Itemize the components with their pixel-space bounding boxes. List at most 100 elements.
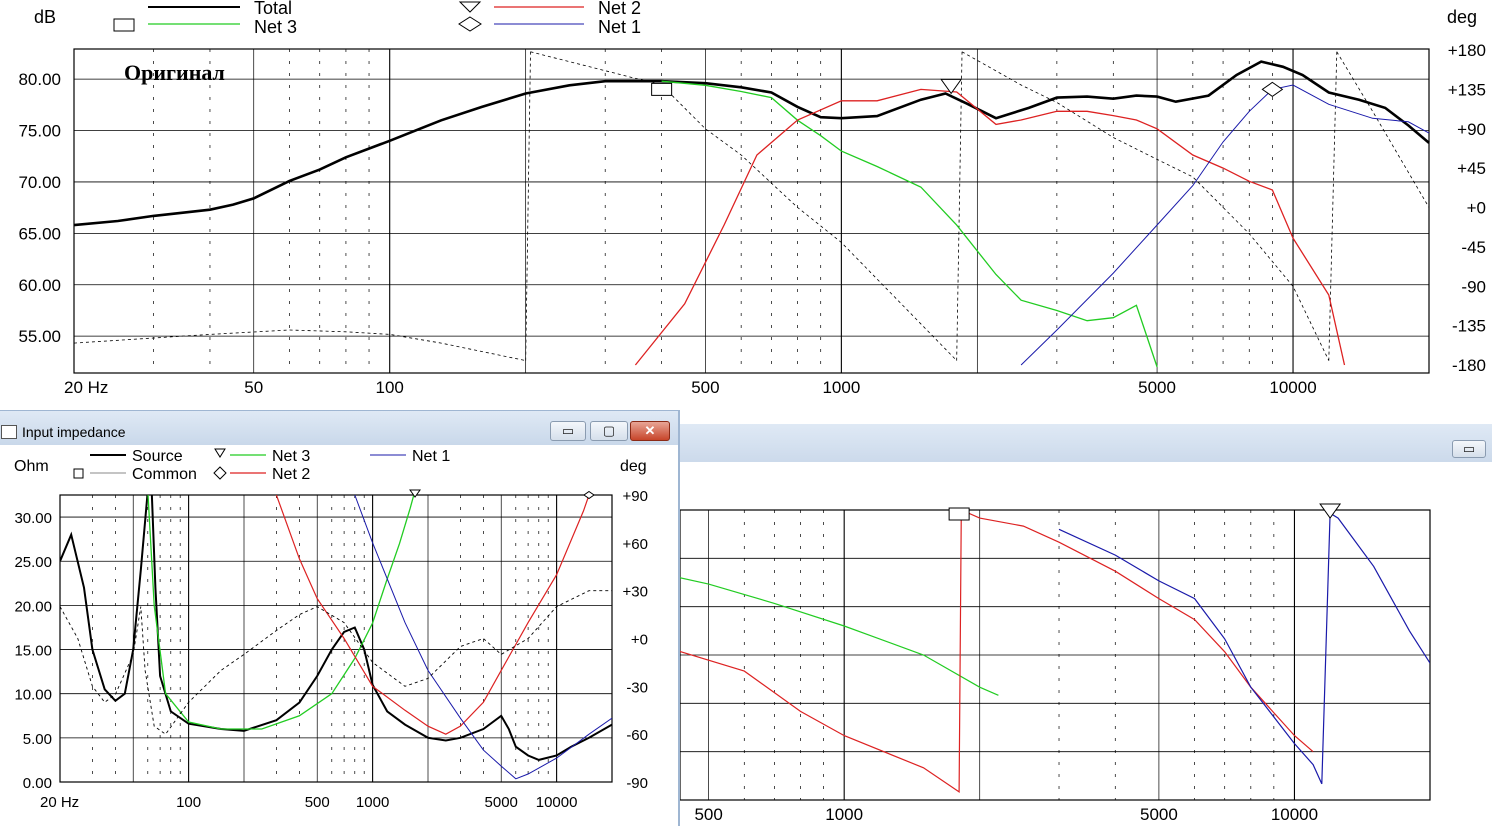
x-tick-label: 500 xyxy=(694,805,722,824)
x-tick-label: 5000 xyxy=(485,794,518,811)
maximize-button[interactable]: ▢ xyxy=(590,421,628,441)
impedance-y-label: Ohm xyxy=(14,458,49,475)
legend: Total Net 3 Net 2 Net 1 xyxy=(113,0,641,37)
x-tick-label: 10000 xyxy=(1269,378,1316,397)
x-tick-label: 500 xyxy=(691,378,719,397)
impedance-window[interactable]: Input impedance ▭ ▢ ✕ 20 Hz 100 500 1000 500… xyxy=(0,410,680,826)
y2-tick-label: +90 xyxy=(1457,120,1486,139)
marker-triangle xyxy=(1319,503,1342,519)
series-net-3 xyxy=(661,80,1158,368)
series-net-1 xyxy=(1020,84,1430,366)
x-tick-label: 500 xyxy=(305,794,330,811)
legend-marker-diamond xyxy=(458,16,482,32)
legend-total: Total xyxy=(254,0,292,18)
legend-marker-triangle xyxy=(214,448,226,458)
y-axis-label: dB xyxy=(34,7,56,27)
y2-tick-label: -45 xyxy=(1461,238,1486,257)
x-tick-label: 1000 xyxy=(822,378,860,397)
impedance-legend: Source Common Net 3 Net 2 Net 1 xyxy=(73,448,450,483)
right-window-titlebar: ▭ xyxy=(680,424,1492,462)
legend-source: Source xyxy=(132,448,183,465)
series-net-3 xyxy=(147,495,415,730)
window-title: Input impedance xyxy=(22,424,126,440)
x-tick-label: 10000 xyxy=(536,794,578,811)
legend-marker-triangle xyxy=(458,1,482,13)
chart-title: Оригинал xyxy=(124,60,225,85)
x-tick-label: 100 xyxy=(376,378,404,397)
legend-common: Common xyxy=(132,466,197,483)
close-button[interactable]: ✕ xyxy=(630,421,670,441)
y2-tick-label: -90 xyxy=(1461,277,1486,296)
series-common xyxy=(60,590,612,735)
y2-tick-label: -30 xyxy=(626,679,648,696)
y-tick-label: 20.00 xyxy=(14,598,52,615)
legend-net2: Net 2 xyxy=(272,466,310,483)
marker-diamond xyxy=(583,490,595,500)
y2-tick-label: -180 xyxy=(1452,356,1486,375)
spl-chart: 20 Hz 50 100 500 1000 5000 10000 80.00 75.00 70.0… xyxy=(18,0,1486,397)
legend-net3: Net 3 xyxy=(254,17,297,37)
series-source xyxy=(60,495,612,761)
marker-triangle xyxy=(940,78,963,95)
series-net-1 xyxy=(354,495,612,780)
series-net-2 xyxy=(634,88,1346,366)
marker-triangle xyxy=(409,489,421,498)
x-tick-label: 100 xyxy=(176,794,201,811)
legend-net3: Net 3 xyxy=(272,448,310,465)
series-phase-dashed xyxy=(530,51,957,361)
y-tick-label: 15.00 xyxy=(14,643,52,660)
x-tick-label: 20 Hz xyxy=(64,378,108,397)
y2-tick-label: +30 xyxy=(623,584,648,601)
series-green xyxy=(680,577,999,696)
y2-tick-label: +180 xyxy=(1448,41,1486,60)
y-tick-label: 55.00 xyxy=(18,327,61,346)
legend-net1: Net 1 xyxy=(412,448,450,465)
impedance-y2-label: deg xyxy=(620,458,647,475)
x-tick-label: 10000 xyxy=(1271,805,1318,824)
marker-diamond xyxy=(1261,81,1284,97)
y2-tick-label: -90 xyxy=(626,775,648,792)
series-blue xyxy=(1058,512,1430,785)
legend-marker-square xyxy=(113,18,135,32)
legend-net2: Net 2 xyxy=(598,0,641,18)
y-tick-label: 5.00 xyxy=(23,731,52,748)
x-tick-label: 5000 xyxy=(1138,378,1176,397)
impedance-chart: 20 Hz 100 500 1000 5000 10000 30.00 25.00 20.00 1… xyxy=(14,448,648,811)
y2-tick-label: +60 xyxy=(623,536,648,553)
y-tick-label: 70.00 xyxy=(18,173,61,192)
y-tick-label: 80.00 xyxy=(18,70,61,89)
legend-net1: Net 1 xyxy=(598,17,641,37)
y-tick-label: 0.00 xyxy=(23,775,52,792)
y2-tick-label: +90 xyxy=(623,488,648,505)
y2-tick-label: -135 xyxy=(1452,317,1486,336)
legend-marker-diamond xyxy=(213,466,227,480)
y-tick-label: 75.00 xyxy=(18,122,61,141)
series-total xyxy=(73,60,1430,227)
x-tick-label: 50 xyxy=(244,378,263,397)
series-red xyxy=(680,510,1314,794)
y2-tick-label: +0 xyxy=(1467,199,1486,218)
impedance-titlebar[interactable]: Input impedance ▭ ▢ ✕ xyxy=(0,411,678,445)
marker-square xyxy=(948,507,970,521)
series-phase-dashed xyxy=(73,329,526,361)
x-tick-label: 5000 xyxy=(1140,805,1178,824)
y2-axis-label: deg xyxy=(1447,7,1477,27)
x-tick-label: 20 Hz xyxy=(40,794,79,811)
y-tick-label: 25.00 xyxy=(14,554,52,571)
x-tick-label: 1000 xyxy=(825,805,863,824)
y2-tick-label: +135 xyxy=(1448,80,1486,99)
series-net-2 xyxy=(275,495,590,735)
chart-app-icon xyxy=(1,425,17,439)
marker-square xyxy=(651,82,673,96)
series-phase-dashed xyxy=(961,51,1330,361)
y-tick-label: 30.00 xyxy=(14,510,52,527)
x-tick-label: 1000 xyxy=(356,794,389,811)
y-tick-label: 60.00 xyxy=(18,276,61,295)
y2-tick-label: -60 xyxy=(626,727,648,744)
legend-marker-square xyxy=(73,468,84,479)
right-window-minimize-button[interactable]: ▭ xyxy=(1452,440,1486,458)
phase-chart-right: 500 1000 5000 10000 xyxy=(680,503,1431,824)
y2-tick-label: +0 xyxy=(631,632,648,649)
y2-tick-label: +45 xyxy=(1457,159,1486,178)
minimize-button[interactable]: ▭ xyxy=(550,421,586,441)
